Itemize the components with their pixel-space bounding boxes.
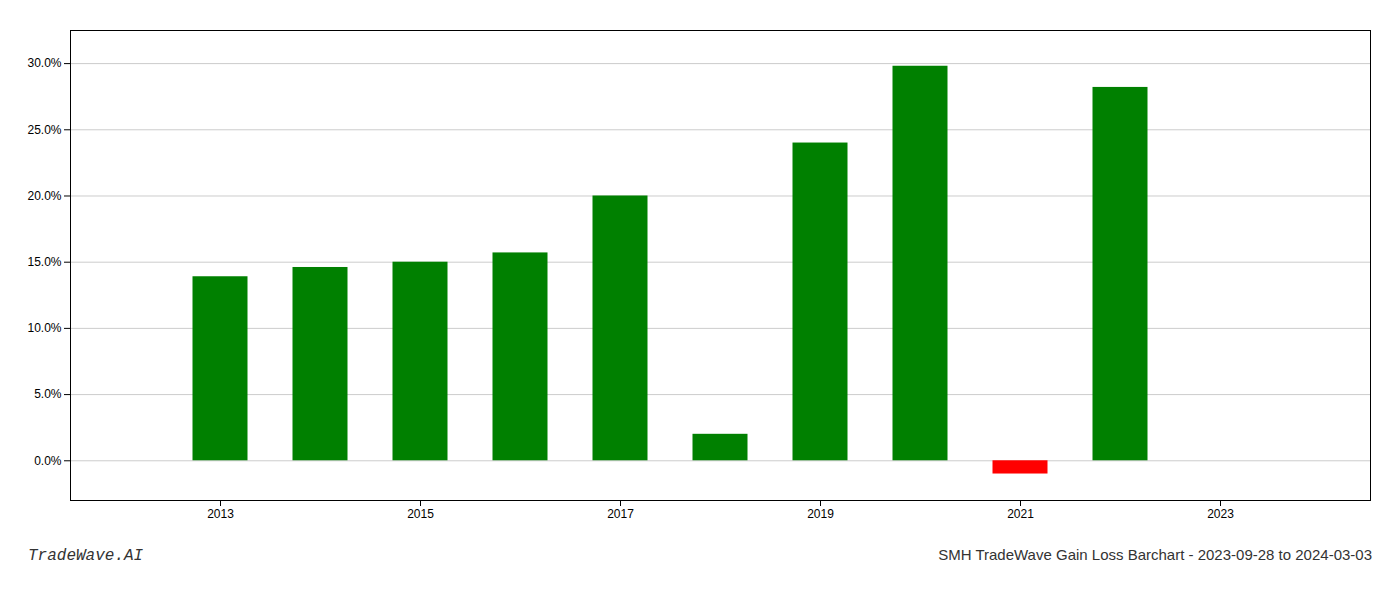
html-text:TradeWave.AI: TradeWave.AI [28,547,144,565]
svg-text:2017: 2017 [607,507,634,521]
html-text:SMH TradeWave Gain Loss Barcha: SMH TradeWave Gain Loss Barchart - 2023-… [938,546,1372,563]
svg-text:2023: 2023 [1207,507,1234,521]
svg-text:2021: 2021 [1007,507,1034,521]
svg-text:10.0%: 10.0% [27,321,61,335]
svg-text:2013: 2013 [207,507,234,521]
svg-text:2015: 2015 [407,507,434,521]
svg-text:2019: 2019 [807,507,834,521]
svg-text:25.0%: 25.0% [27,123,61,137]
svg-text:20.0%: 20.0% [27,189,61,203]
svg-text:0.0%: 0.0% [34,454,62,468]
svg-text:30.0%: 30.0% [27,56,61,70]
svg-text:15.0%: 15.0% [27,255,61,269]
svg-text:5.0%: 5.0% [34,387,62,401]
